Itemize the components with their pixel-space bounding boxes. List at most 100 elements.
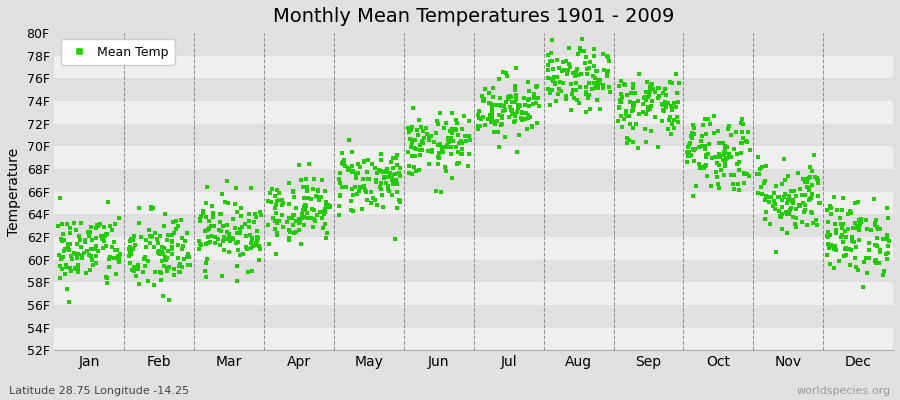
Point [742, 173, 757, 180]
Point [376, 169, 391, 175]
Point [226, 236, 240, 242]
Point [213, 211, 228, 217]
Point [614, 78, 628, 84]
Point [504, 99, 518, 105]
Point [217, 234, 231, 240]
Point [356, 183, 371, 190]
Point [614, 90, 628, 97]
Point [870, 243, 885, 249]
Point [360, 196, 374, 203]
Point [730, 181, 744, 188]
Point [404, 144, 419, 150]
Point [223, 236, 238, 243]
Point [296, 207, 310, 214]
Point [167, 272, 182, 279]
Point [63, 265, 77, 271]
Point [687, 158, 701, 164]
Point [202, 218, 216, 225]
Point [298, 202, 312, 208]
Point [555, 68, 570, 74]
Point [593, 105, 608, 112]
Point [472, 123, 486, 129]
Point [485, 102, 500, 109]
Point [430, 161, 445, 167]
Point [593, 77, 608, 84]
Point [648, 88, 662, 95]
Point [522, 103, 536, 109]
Point [156, 251, 170, 258]
Point [563, 64, 578, 70]
Point [193, 240, 207, 247]
Point [106, 239, 121, 246]
Point [738, 137, 752, 144]
Point [131, 281, 146, 288]
Point [721, 126, 735, 132]
Point [841, 226, 855, 232]
Point [86, 262, 101, 268]
Point [880, 236, 895, 242]
Point [362, 176, 376, 182]
Point [150, 249, 165, 255]
Point [235, 224, 249, 230]
Point [141, 258, 156, 264]
Point [507, 99, 521, 105]
Point [724, 154, 738, 161]
Point [79, 248, 94, 254]
Point [374, 151, 389, 158]
Point [402, 136, 417, 142]
Point [566, 87, 580, 93]
Point [493, 103, 508, 109]
Point [449, 126, 464, 133]
Point [483, 119, 498, 125]
Point [802, 197, 816, 203]
Point [369, 179, 383, 186]
Point [573, 71, 588, 78]
Point [832, 215, 847, 221]
Point [439, 168, 454, 174]
Point [868, 257, 883, 264]
Point [264, 198, 278, 205]
Point [626, 81, 640, 87]
Point [623, 121, 637, 127]
Point [388, 171, 402, 178]
Point [220, 222, 234, 228]
Point [416, 140, 430, 146]
Point [299, 176, 313, 182]
Point [155, 249, 169, 256]
Point [820, 252, 834, 258]
Point [390, 189, 404, 196]
Point [716, 172, 731, 178]
Point [413, 142, 428, 149]
Point [546, 78, 561, 84]
Point [390, 181, 404, 187]
Point [644, 82, 659, 88]
Point [774, 226, 788, 232]
Point [881, 214, 896, 221]
Point [685, 129, 699, 136]
Point [213, 211, 228, 218]
Point [574, 36, 589, 42]
Point [492, 112, 507, 118]
Point [546, 66, 561, 72]
Point [508, 87, 522, 94]
Point [698, 163, 713, 170]
Point [720, 155, 734, 162]
Point [323, 203, 338, 210]
Point [774, 214, 788, 220]
Point [88, 225, 103, 232]
Point [275, 202, 290, 208]
Point [699, 130, 714, 137]
Point [100, 280, 114, 286]
Point [573, 48, 588, 54]
Point [389, 155, 403, 161]
Point [95, 236, 110, 242]
Point [645, 81, 660, 87]
Point [440, 142, 454, 148]
Point [804, 195, 818, 202]
Point [246, 243, 260, 250]
Point [658, 86, 672, 92]
Point [162, 232, 176, 239]
Point [670, 113, 684, 120]
Point [376, 204, 391, 210]
Point [518, 116, 533, 122]
